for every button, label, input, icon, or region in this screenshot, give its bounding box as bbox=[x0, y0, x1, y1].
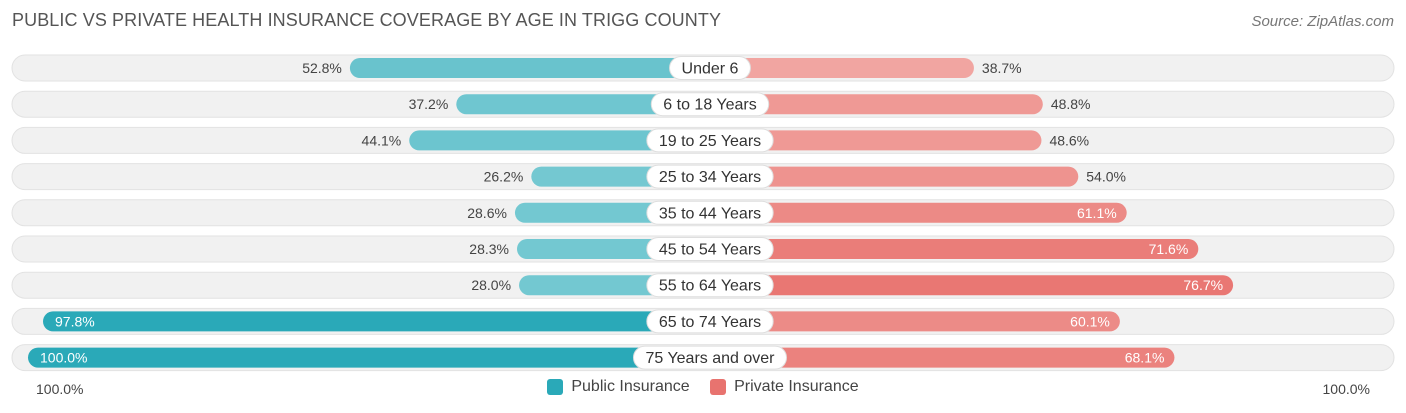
public-value-label: 44.1% bbox=[362, 132, 402, 148]
category-pill bbox=[646, 309, 774, 334]
legend-item-private[interactable]: Private Insurance bbox=[710, 378, 859, 396]
axis-right-label: 100.0% bbox=[1322, 381, 1370, 397]
private-value-label: 76.7% bbox=[1183, 277, 1223, 293]
public-bar[interactable] bbox=[43, 311, 710, 332]
legend-swatch-private bbox=[710, 379, 727, 395]
source-note: Source: ZipAtlas.com bbox=[1251, 13, 1394, 30]
private-bar[interactable] bbox=[710, 202, 1127, 223]
category-label: 6 to 18 Years bbox=[663, 97, 756, 114]
category-pill bbox=[646, 237, 774, 261]
category-label: 35 to 44 Years bbox=[659, 205, 761, 222]
public-value-label: 26.2% bbox=[484, 169, 524, 185]
category-pill bbox=[650, 92, 770, 117]
private-bar[interactable] bbox=[710, 94, 1043, 115]
public-bar[interactable] bbox=[349, 58, 710, 78]
category-pill bbox=[646, 164, 774, 189]
category-label: 65 to 74 Years bbox=[659, 314, 761, 331]
private-value-label: 71.6% bbox=[1149, 241, 1189, 257]
private-value-label: 48.6% bbox=[1049, 132, 1089, 148]
legend-label-private: Private Insurance bbox=[734, 378, 859, 395]
private-value-label: 48.8% bbox=[1051, 96, 1091, 112]
private-bar[interactable] bbox=[710, 130, 1042, 151]
public-value-label: 28.6% bbox=[467, 205, 507, 221]
category-label: 45 to 54 Years bbox=[659, 242, 761, 259]
axis-left-label: 100.0% bbox=[36, 381, 84, 397]
public-bar[interactable] bbox=[409, 130, 710, 151]
public-value-label: 28.0% bbox=[471, 277, 511, 293]
public-value-label: 52.8% bbox=[302, 60, 342, 76]
category-pill bbox=[633, 345, 787, 370]
private-value-label: 54.0% bbox=[1086, 169, 1126, 185]
public-value-label: 100.0% bbox=[40, 350, 87, 366]
public-bar[interactable] bbox=[456, 94, 710, 115]
private-bar[interactable] bbox=[710, 311, 1120, 332]
legend-item-public[interactable]: Public Insurance bbox=[547, 378, 690, 396]
private-bar[interactable] bbox=[710, 239, 1199, 259]
category-label: Under 6 bbox=[682, 61, 739, 78]
private-bar[interactable] bbox=[710, 58, 974, 78]
category-pill bbox=[646, 273, 774, 298]
private-bar[interactable] bbox=[710, 347, 1175, 368]
legend: Public Insurance Private Insurance bbox=[0, 378, 1406, 400]
private-value-label: 60.1% bbox=[1070, 313, 1110, 329]
category-pill bbox=[669, 56, 751, 80]
category-label: 55 to 64 Years bbox=[659, 278, 761, 295]
private-value-label: 68.1% bbox=[1125, 350, 1165, 366]
chart-title: PUBLIC VS PRIVATE HEALTH INSURANCE COVER… bbox=[12, 10, 722, 30]
private-value-label: 61.1% bbox=[1077, 205, 1117, 221]
category-label: 25 to 34 Years bbox=[659, 169, 761, 186]
private-bar[interactable] bbox=[710, 275, 1234, 296]
private-value-label: 38.7% bbox=[982, 60, 1022, 76]
public-value-label: 28.3% bbox=[469, 241, 509, 257]
legend-swatch-public bbox=[547, 379, 564, 395]
private-bar[interactable] bbox=[710, 166, 1079, 187]
category-pill bbox=[646, 128, 774, 153]
category-pill bbox=[646, 200, 774, 225]
category-label: 19 to 25 Years bbox=[659, 133, 761, 150]
public-value-label: 37.2% bbox=[409, 96, 449, 112]
category-label: 75 Years and over bbox=[646, 350, 776, 367]
legend-label-public: Public Insurance bbox=[571, 378, 690, 395]
public-value-label: 97.8% bbox=[55, 313, 95, 329]
public-bar[interactable] bbox=[28, 347, 710, 368]
